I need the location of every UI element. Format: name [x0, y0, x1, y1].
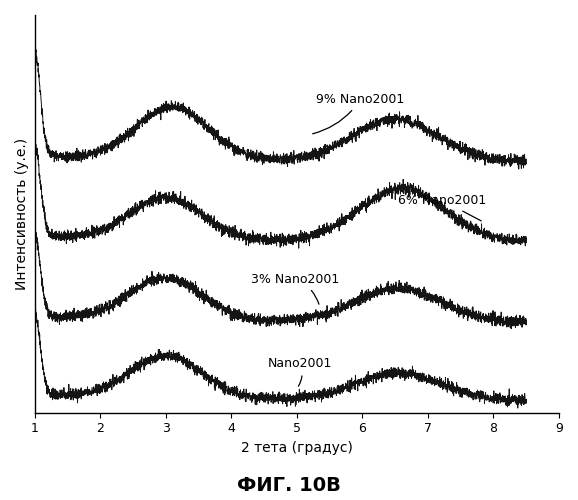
Text: 6% Nano2001: 6% Nano2001 — [398, 194, 487, 221]
Text: 3% Nano2001: 3% Nano2001 — [251, 272, 339, 304]
Y-axis label: Интенсивность (у.е.): Интенсивность (у.е.) — [15, 138, 29, 290]
Text: 9% Nano2001: 9% Nano2001 — [313, 92, 405, 134]
Text: Nano2001: Nano2001 — [267, 358, 332, 386]
Text: ФИГ. 10В: ФИГ. 10В — [237, 476, 341, 495]
X-axis label: 2 тета (градус): 2 тета (градус) — [241, 441, 353, 455]
